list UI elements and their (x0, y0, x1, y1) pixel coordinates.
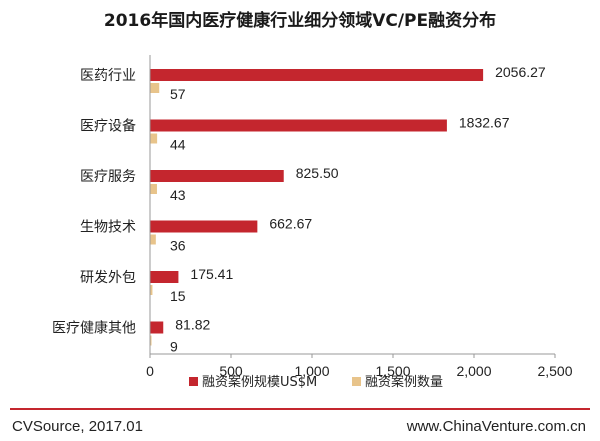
data-label-series-2: 9 (170, 339, 178, 355)
legend-label-series-1: 融资案例规模US$M (202, 375, 317, 390)
chart-title: 2016年国内医疗健康行业细分领域VC/PE融资分布 (103, 11, 497, 31)
x-tick-label: 1,000 (294, 363, 329, 379)
bar-series-1 (150, 220, 258, 233)
x-tick-label: 2,500 (537, 363, 572, 379)
data-label-series-1: 175.41 (190, 266, 233, 282)
data-label-series-1: 81.82 (175, 317, 210, 333)
x-tick-label: 1,500 (375, 363, 410, 379)
data-label-series-1: 2056.27 (495, 64, 546, 80)
category-label: 医疗设备 (80, 118, 136, 135)
bar-series-2 (150, 184, 157, 194)
bar-series-1 (150, 321, 164, 334)
data-label-series-2: 43 (170, 187, 186, 203)
data-label-series-2: 36 (170, 238, 186, 254)
category-label: 医疗健康其他 (52, 320, 136, 337)
category-label: 医药行业 (80, 68, 136, 84)
bar-series-1 (150, 69, 484, 81)
data-label-series-1: 1832.67 (459, 115, 510, 131)
x-tick-label: 2,000 (456, 363, 491, 379)
bar-series-1 (150, 170, 284, 182)
bar-series-1 (150, 119, 447, 132)
footer-divider (10, 408, 590, 410)
data-label-series-2: 44 (170, 137, 186, 153)
legend-swatch-series-1 (189, 377, 198, 386)
data-label-series-2: 57 (170, 86, 186, 102)
x-tick-label: 500 (219, 363, 243, 379)
category-label: 医疗服务 (80, 169, 136, 185)
x-tick-label: 0 (146, 363, 154, 379)
legend-swatch-series-2 (352, 377, 361, 386)
legend-label-series-2: 融资案例数量 (365, 375, 443, 390)
bar-series-2 (150, 83, 160, 93)
bar-series-1 (150, 271, 179, 283)
data-label-series-1: 825.50 (296, 165, 339, 181)
source-text: CVSource, 2017.01 (12, 418, 143, 435)
data-label-series-2: 15 (170, 288, 186, 304)
website-text: www.ChinaVenture.com.cn (406, 418, 586, 435)
bar-series-2 (150, 335, 152, 346)
bar-series-2 (150, 285, 153, 295)
category-label: 研发外包 (80, 270, 136, 286)
category-label: 生物技术 (80, 220, 136, 236)
data-label-series-1: 662.67 (269, 216, 312, 232)
bar-series-2 (150, 133, 158, 144)
bar-series-2 (150, 234, 156, 245)
